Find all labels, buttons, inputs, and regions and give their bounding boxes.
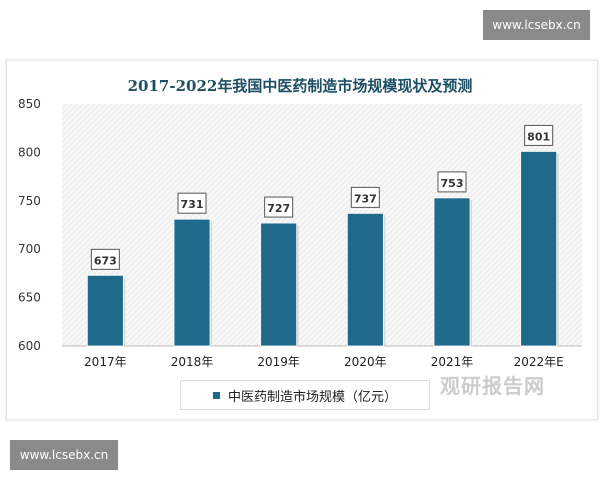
x-tick-label: 2022年E (514, 355, 564, 369)
x-tick-label: 2017年 (84, 355, 127, 369)
data-label: 727 (267, 202, 290, 215)
y-tick-label: 800 (18, 145, 41, 159)
bar (86, 274, 124, 347)
x-tick-label: 2018年 (171, 355, 214, 369)
legend: 中医药制造市场规模（亿元） (180, 380, 430, 410)
logo-watermark: 观研报告网 (440, 374, 545, 398)
data-label: 801 (527, 130, 550, 143)
y-tick-label: 600 (18, 339, 41, 353)
x-tick-label: 2021年 (431, 355, 474, 369)
data-label-box (437, 171, 467, 193)
y-tick-label: 750 (18, 194, 41, 208)
y-tick-label: 700 (18, 242, 41, 256)
data-label-box (264, 196, 294, 218)
x-tick-label: 2019年 (257, 355, 300, 369)
y-tick-label: 650 (18, 291, 41, 305)
bar (260, 222, 298, 347)
data-label-box (177, 192, 207, 214)
data-label: 731 (181, 198, 204, 211)
bar (520, 151, 558, 347)
data-label-box (524, 124, 554, 146)
bar (173, 218, 211, 347)
data-label-box (350, 186, 380, 208)
legend-label: 中医药制造市场规模（亿元） (227, 389, 397, 405)
plot-area (62, 104, 582, 346)
y-tick-label: 850 (18, 97, 41, 111)
chart-title: 2017-2022年我国中医药制造市场规模现状及预测 (127, 77, 473, 95)
bar (346, 212, 384, 347)
data-label: 753 (441, 177, 464, 190)
data-label: 737 (354, 192, 377, 205)
data-label-box (90, 248, 120, 270)
watermark-top: www.lcsebx.cn (483, 10, 590, 40)
legend-swatch (212, 391, 220, 399)
bar (433, 197, 471, 347)
data-label: 673 (94, 254, 117, 267)
watermark-bottom: www.lcsebx.cn (10, 440, 118, 470)
x-tick-label: 2020年 (344, 355, 387, 369)
